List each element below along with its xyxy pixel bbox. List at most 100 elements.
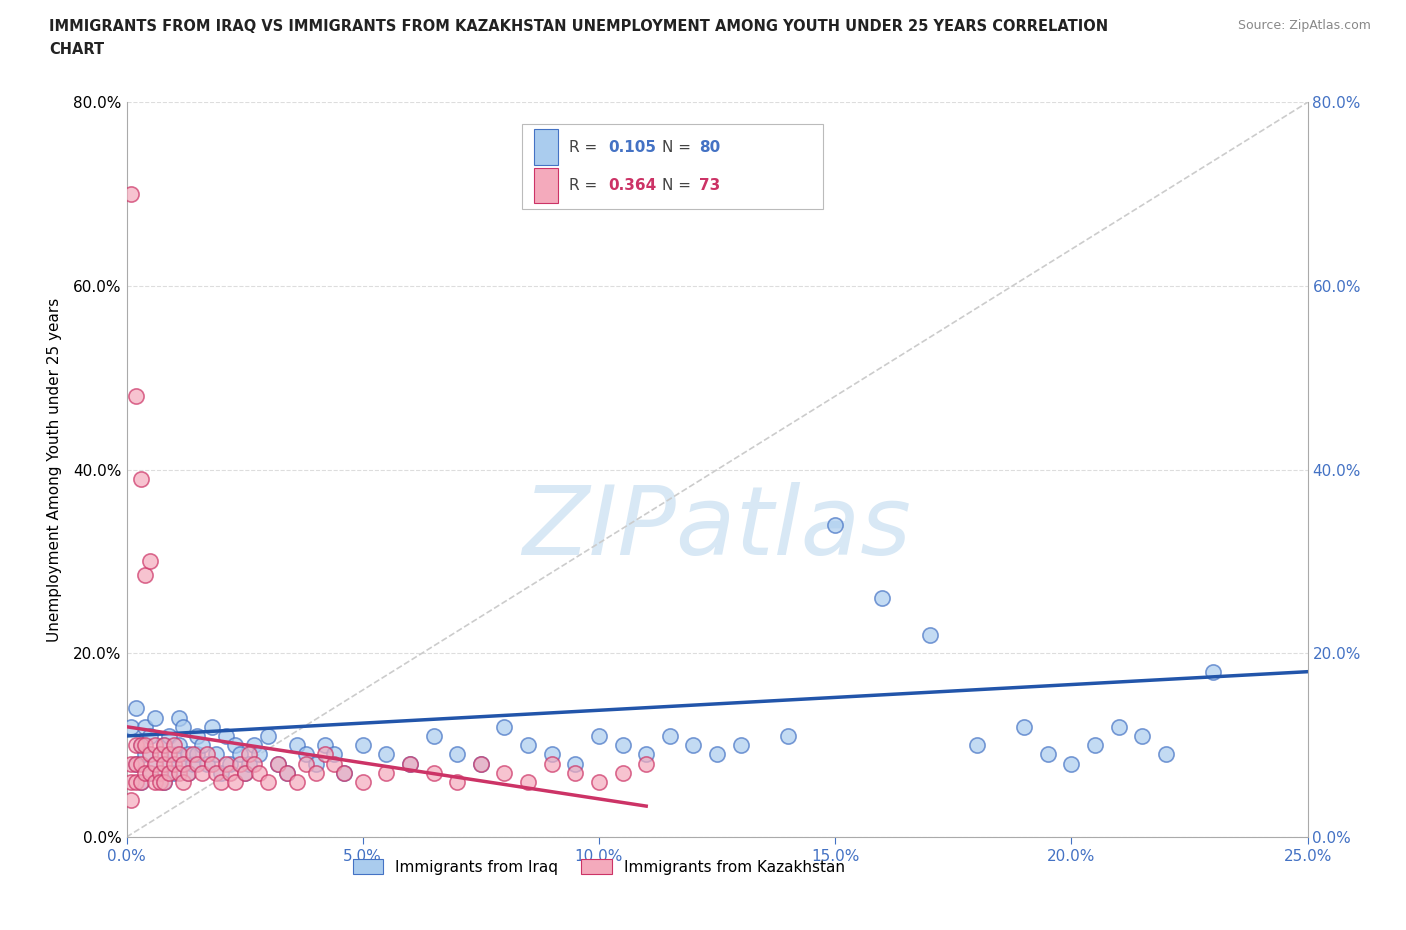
Point <box>143 775 166 790</box>
Point <box>215 756 238 771</box>
Point <box>163 737 186 752</box>
Point <box>125 756 148 771</box>
Point <box>540 756 562 771</box>
Legend: Immigrants from Iraq, Immigrants from Kazakhstan: Immigrants from Iraq, Immigrants from Ka… <box>347 853 851 881</box>
Point <box>134 747 156 762</box>
Point <box>333 765 356 780</box>
Point <box>153 756 176 771</box>
Point <box>215 728 238 743</box>
Point <box>229 756 252 771</box>
Point <box>191 737 214 752</box>
Point <box>143 711 166 725</box>
Point <box>200 720 222 735</box>
Point <box>129 472 152 486</box>
Point <box>238 747 260 762</box>
Point <box>149 747 172 762</box>
Point <box>177 765 200 780</box>
Point <box>422 765 444 780</box>
Point <box>149 747 172 762</box>
Point <box>149 765 172 780</box>
Point <box>125 756 148 771</box>
Point <box>446 747 468 762</box>
Point <box>314 747 336 762</box>
Point <box>129 775 152 790</box>
Point <box>1154 747 1177 762</box>
Point <box>167 711 190 725</box>
Text: R =: R = <box>569 178 603 193</box>
Point <box>352 775 374 790</box>
Point <box>219 756 242 771</box>
Point <box>120 187 142 202</box>
Point <box>918 628 941 643</box>
Point <box>143 756 166 771</box>
Text: 73: 73 <box>699 178 721 193</box>
Point <box>181 747 204 762</box>
Text: N =: N = <box>662 178 696 193</box>
Point <box>120 792 142 807</box>
Point <box>139 765 162 780</box>
Point <box>267 756 290 771</box>
Text: N =: N = <box>662 140 696 154</box>
Point <box>139 728 162 743</box>
Point <box>285 775 308 790</box>
Point <box>422 728 444 743</box>
Point <box>139 765 162 780</box>
Point <box>143 737 166 752</box>
Point <box>267 756 290 771</box>
Point <box>163 765 186 780</box>
Point <box>1012 720 1035 735</box>
Point <box>636 756 658 771</box>
Point <box>149 775 172 790</box>
Text: 0.364: 0.364 <box>609 178 657 193</box>
Text: ZIPatlas: ZIPatlas <box>523 482 911 575</box>
Point <box>186 728 208 743</box>
Point <box>295 747 318 762</box>
Point <box>143 756 166 771</box>
Point <box>612 737 634 752</box>
Point <box>233 765 256 780</box>
Point <box>375 765 398 780</box>
Point <box>209 765 232 780</box>
Point <box>139 747 162 762</box>
Point <box>1036 747 1059 762</box>
Point <box>129 775 152 790</box>
FancyBboxPatch shape <box>534 129 558 165</box>
Point <box>167 737 190 752</box>
Point <box>209 775 232 790</box>
Point <box>157 765 180 780</box>
Point <box>157 756 180 771</box>
Point <box>517 737 540 752</box>
Point <box>134 568 156 583</box>
Point <box>238 756 260 771</box>
Point <box>1130 728 1153 743</box>
Point <box>233 765 256 780</box>
FancyBboxPatch shape <box>522 125 824 209</box>
Point <box>730 737 752 752</box>
Point <box>966 737 988 752</box>
Point <box>219 765 242 780</box>
Point <box>470 756 492 771</box>
Point <box>588 775 610 790</box>
Point <box>153 737 176 752</box>
Point <box>295 756 318 771</box>
Text: 0.105: 0.105 <box>609 140 657 154</box>
Point <box>285 737 308 752</box>
Point <box>125 775 148 790</box>
Point <box>153 775 176 790</box>
Point <box>134 720 156 735</box>
Point <box>120 756 142 771</box>
Point <box>304 765 326 780</box>
Text: R =: R = <box>569 140 603 154</box>
Point <box>172 756 194 771</box>
Point <box>186 747 208 762</box>
Point <box>257 728 280 743</box>
Point <box>314 737 336 752</box>
Point <box>167 765 190 780</box>
Point <box>612 765 634 780</box>
Point <box>399 756 422 771</box>
Point <box>120 775 142 790</box>
Point <box>224 737 246 752</box>
Point <box>129 737 152 752</box>
Point <box>186 756 208 771</box>
Text: IMMIGRANTS FROM IRAQ VS IMMIGRANTS FROM KAZAKHSTAN UNEMPLOYMENT AMONG YOUTH UNDE: IMMIGRANTS FROM IRAQ VS IMMIGRANTS FROM … <box>49 19 1108 33</box>
